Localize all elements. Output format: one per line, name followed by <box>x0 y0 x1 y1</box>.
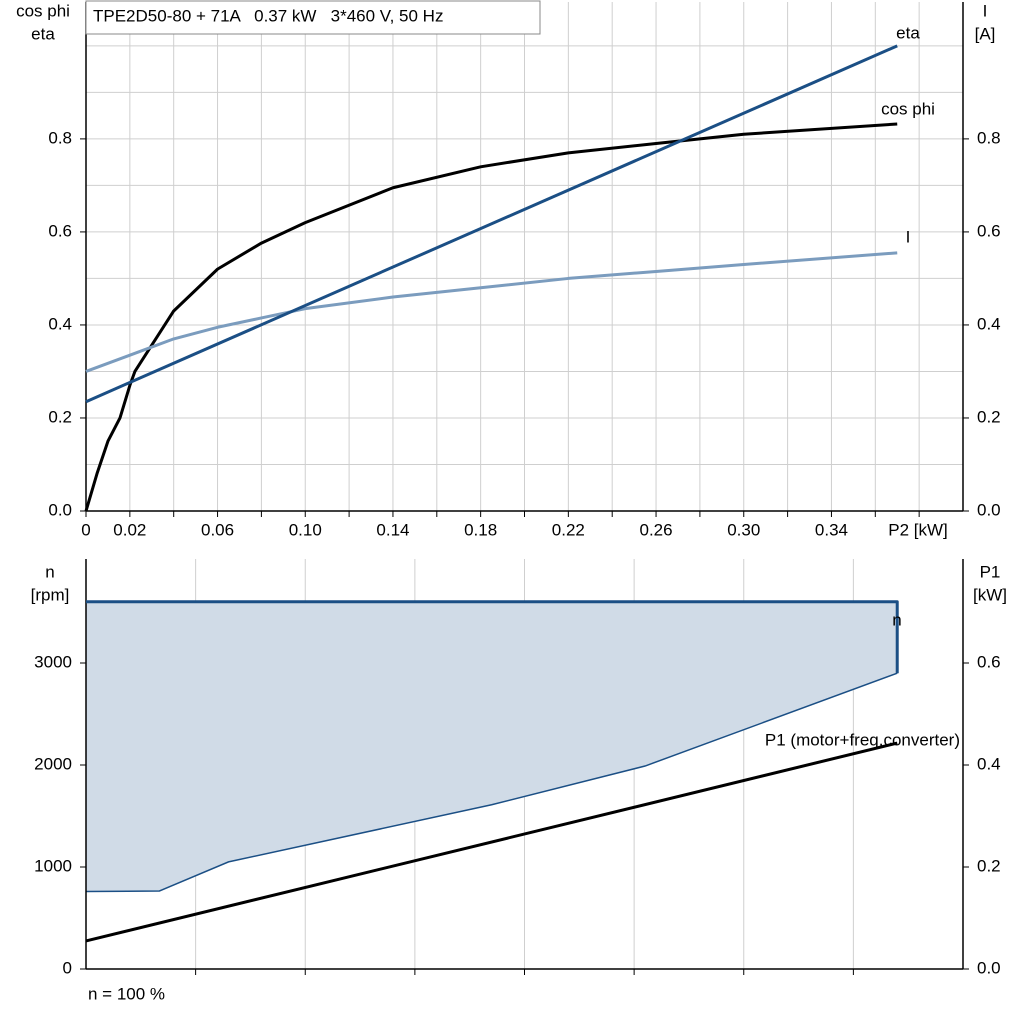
series-label: cos phi <box>881 99 935 118</box>
x-tick-label: 0.18 <box>464 520 497 539</box>
series-label: n <box>892 610 901 629</box>
y2-tick-label: 0.4 <box>977 314 1001 333</box>
series-line <box>85 251 898 373</box>
x-axis-label: P2 [kW] <box>888 520 948 539</box>
y-tick-label: 3000 <box>34 652 72 671</box>
y2-tick-label: 0.6 <box>977 221 1001 240</box>
x-tick-label: 0.22 <box>552 520 585 539</box>
series-line <box>85 741 898 943</box>
x-tick-label: 0 <box>81 520 90 539</box>
operating-range <box>86 601 898 892</box>
y2-tick-label: 0.0 <box>977 500 1001 519</box>
y-tick-label: 0.6 <box>48 221 72 240</box>
x-tick-label: 0.14 <box>376 520 409 539</box>
x-tick-label: 0.34 <box>815 520 848 539</box>
y2-axis-label: I <box>983 1 988 20</box>
series-line <box>85 44 898 404</box>
x-tick-label: 0.02 <box>113 520 146 539</box>
y2-tick-label: 0.0 <box>977 958 1001 977</box>
y-tick-label: 0.4 <box>48 314 72 333</box>
range-boundary <box>85 672 898 893</box>
series-label: I <box>906 227 911 246</box>
y-tick-label: 0.0 <box>48 500 72 519</box>
y2-axis-label: [kW] <box>973 585 1007 604</box>
series-label: eta <box>896 23 920 42</box>
y2-tick-label: 0.2 <box>977 856 1001 875</box>
y2-axis-label: P1 <box>980 562 1001 581</box>
y2-tick-label: 0.8 <box>977 128 1001 147</box>
series-label: P1 (motor+freq.converter) <box>765 730 960 749</box>
y-tick-label: 0 <box>63 958 72 977</box>
x-tick-label: 0.30 <box>727 520 760 539</box>
y-axis-label: cos phi <box>16 1 70 20</box>
chart-title: TPE2D50-80 + 71A 0.37 kW 3*460 V, 50 Hz <box>93 6 443 25</box>
y-tick-label: 1000 <box>34 856 72 875</box>
title-box <box>85 0 541 35</box>
y-tick-label: 2000 <box>34 754 72 773</box>
footnote: n = 100 % <box>88 984 165 1003</box>
y2-tick-label: 0.2 <box>977 407 1001 426</box>
series-line <box>86 600 899 674</box>
y-tick-label: 0.2 <box>48 407 72 426</box>
y-axis-label: n <box>45 562 54 581</box>
y-tick-label: 0.8 <box>48 128 72 147</box>
y2-tick-label: 0.4 <box>977 754 1001 773</box>
x-tick-label: 0.26 <box>640 520 673 539</box>
y2-tick-label: 0.6 <box>977 652 1001 671</box>
y-axis-label: [rpm] <box>31 585 70 604</box>
y-axis-label: eta <box>31 24 55 43</box>
series-line <box>84 122 898 512</box>
x-tick-label: 0.06 <box>201 520 234 539</box>
x-tick-label: 0.10 <box>289 520 322 539</box>
y2-axis-label: [A] <box>975 24 996 43</box>
